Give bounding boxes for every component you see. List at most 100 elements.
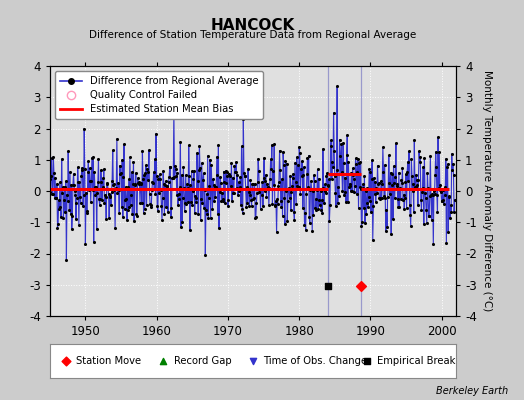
Point [339,140,347,146]
Point [179,164,188,170]
Point [240,170,248,176]
Point [290,208,298,215]
Point [61,209,69,215]
Point [69,171,78,177]
Point [160,211,169,217]
Point [54,197,63,204]
Point [308,228,316,234]
Point [335,136,344,143]
Point [419,185,427,192]
Point [51,195,60,202]
Point [247,202,256,209]
Point [252,214,260,221]
Point [281,158,290,164]
Point [345,180,354,187]
Point [399,196,407,203]
Point [213,153,222,160]
Point [86,178,94,185]
Point [232,169,240,176]
Point [403,159,412,165]
Point [130,218,138,225]
Point [269,182,278,188]
Point [214,211,222,217]
Point [250,181,259,187]
Point [447,209,455,215]
Point [377,178,385,185]
Point [178,218,187,225]
Point [237,143,246,150]
Point [236,174,245,180]
Point [182,200,191,207]
Point [275,148,283,154]
Point [442,240,451,246]
Point [165,178,173,185]
Point [364,204,372,210]
Point [261,178,269,184]
Point [108,178,116,184]
Point [421,190,429,196]
Point [362,188,370,194]
Point [322,173,331,180]
Point [437,189,445,196]
Point [260,154,268,161]
Point [307,178,315,184]
Point [169,175,177,182]
Point [286,195,294,201]
Point [413,182,421,188]
Point [136,181,145,187]
Point [106,192,115,199]
Point [50,170,58,176]
Point [413,202,422,209]
Point [411,184,419,190]
Point [253,190,261,196]
Point [199,170,208,176]
Point [406,212,414,218]
Point [115,209,124,216]
Point [368,236,377,243]
Point [53,181,61,187]
Y-axis label: Monthly Temperature Anomaly Difference (°C): Monthly Temperature Anomaly Difference (… [482,70,493,312]
Point [303,171,311,178]
Point [189,175,198,182]
Point [325,217,334,224]
Point [261,172,270,178]
Point [117,170,125,176]
Point [94,156,103,162]
Point [107,202,115,208]
Point [246,192,254,198]
Point [332,203,340,210]
Point [174,201,182,208]
Point [410,136,419,143]
Point [266,176,274,182]
Point [183,181,191,188]
Point [47,172,55,179]
Point [333,83,341,90]
Point [224,197,233,203]
Point [219,196,227,202]
Point [75,222,83,228]
Point [259,202,267,209]
Point [135,178,144,185]
Point [301,210,309,216]
Point [80,192,88,198]
Point [67,210,75,217]
Point [354,155,362,162]
Point [199,176,207,183]
Point [380,193,388,199]
Point [99,184,107,190]
Point [251,215,259,222]
Point [105,194,114,200]
Point [51,174,59,181]
Point [388,170,397,177]
Point [392,182,401,189]
Point [422,220,431,226]
Point [448,167,456,174]
Point [126,202,135,208]
Point [263,181,271,188]
Point [417,197,425,203]
Point [245,202,254,209]
Point [340,192,348,198]
Point [444,228,452,235]
Point [228,198,236,204]
Point [324,182,332,189]
